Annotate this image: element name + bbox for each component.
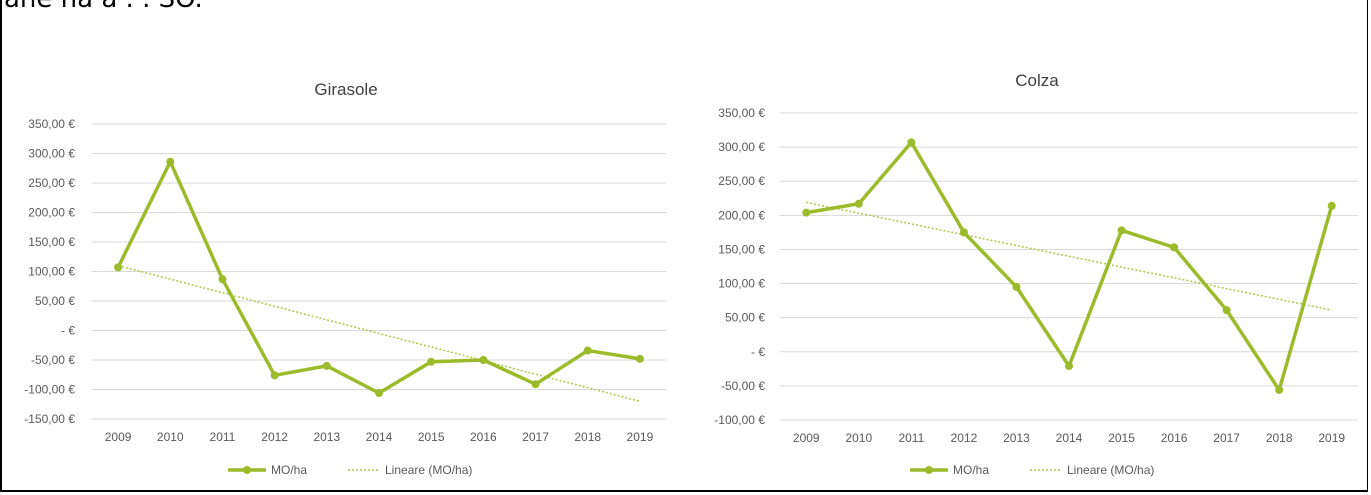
y-tick-label: - € xyxy=(751,345,765,359)
trendline xyxy=(806,201,1332,311)
data-point xyxy=(479,356,488,364)
chart-0: Girasole 350,00 € 300,00 € 250,00 € 200,00 €… xyxy=(24,80,666,477)
x-tick-label: 2012 xyxy=(951,431,978,445)
x-tick-label: 2019 xyxy=(627,430,654,444)
data-point xyxy=(270,371,279,380)
x-tick-label: 2019 xyxy=(1318,431,1345,445)
y-tick-label: -100,00 € xyxy=(714,413,765,427)
y-tick-label: 50,00 € xyxy=(35,294,75,308)
x-tick-label: 2011 xyxy=(898,431,924,445)
trendline xyxy=(117,264,641,403)
data-point xyxy=(114,263,123,272)
data-point xyxy=(166,157,175,166)
data-point xyxy=(1170,243,1179,252)
y-tick-label: 200,00 € xyxy=(28,206,75,220)
data-point xyxy=(1012,282,1021,291)
x-tick-label: 2010 xyxy=(845,431,872,445)
x-tick-label: 2015 xyxy=(1108,431,1135,445)
data-point xyxy=(531,380,540,389)
data-point xyxy=(802,208,811,217)
data-point xyxy=(583,346,592,355)
y-tick-label: 300,00 € xyxy=(28,147,75,161)
x-tick-label: 2016 xyxy=(1161,431,1188,445)
x-tick-label: 2013 xyxy=(1003,431,1030,445)
series-line xyxy=(804,140,1334,392)
x-tick-label: 2016 xyxy=(470,430,497,444)
chart-title: Colza xyxy=(1015,71,1059,90)
data-point xyxy=(1275,385,1284,394)
y-tick-label: 350,00 € xyxy=(718,106,765,120)
x-tick-label: 2014 xyxy=(366,430,393,444)
data-point xyxy=(854,199,863,208)
legend-trend-label: Lineare (MO/ha) xyxy=(1067,463,1154,477)
data-point xyxy=(1327,201,1336,210)
x-tick-label: 2017 xyxy=(522,430,549,444)
data-point xyxy=(218,275,227,284)
y-tick-label: -150,00 € xyxy=(24,412,75,426)
x-tick-label: 2010 xyxy=(157,430,184,444)
x-tick-label: 2018 xyxy=(574,430,601,444)
data-point xyxy=(907,138,916,147)
y-tick-label: 100,00 € xyxy=(28,265,75,279)
data-point xyxy=(1222,306,1231,315)
y-tick-label: 100,00 € xyxy=(718,277,765,291)
data-point xyxy=(322,361,331,370)
y-tick-label: 350,00 € xyxy=(28,117,75,131)
page-heading-fragment: ane ha a . . SO. xyxy=(4,0,203,14)
y-tick-label: -50,00 € xyxy=(721,379,765,393)
legend-trend-label: Lineare (MO/ha) xyxy=(385,463,472,477)
data-point xyxy=(635,354,644,363)
y-tick-label: -50,00 € xyxy=(31,353,75,367)
legend: MO/ha Lineare (MO/ha) xyxy=(910,463,1154,477)
y-tick-label: -100,00 € xyxy=(24,383,75,397)
y-tick-label: 250,00 € xyxy=(28,176,75,190)
y-tick-label: 300,00 € xyxy=(718,140,765,154)
legend: MO/ha Lineare (MO/ha) xyxy=(228,463,472,477)
y-tick-label: 50,00 € xyxy=(725,311,765,325)
x-tick-label: 2014 xyxy=(1056,431,1083,445)
y-tick-label: 150,00 € xyxy=(28,235,75,249)
data-point xyxy=(427,357,436,366)
legend-series-label: MO/ha xyxy=(953,463,989,477)
y-tick-label: 150,00 € xyxy=(718,242,765,256)
x-tick-label: 2009 xyxy=(793,431,820,445)
x-tick-label: 2017 xyxy=(1213,431,1240,445)
series-line xyxy=(116,160,642,395)
chart-title: Girasole xyxy=(314,80,377,99)
x-tick-label: 2012 xyxy=(261,430,288,444)
y-tick-label: - € xyxy=(61,324,75,338)
data-point xyxy=(1117,226,1126,235)
legend-series-marker xyxy=(243,466,251,474)
x-tick-label: 2015 xyxy=(418,430,445,444)
x-tick-label: 2011 xyxy=(210,430,236,444)
legend-series-label: MO/ha xyxy=(271,463,307,477)
legend-series-marker xyxy=(925,466,933,474)
y-tick-label: 200,00 € xyxy=(718,208,765,222)
x-tick-label: 2018 xyxy=(1266,431,1293,445)
x-tick-label: 2013 xyxy=(313,430,340,444)
x-tick-label: 2009 xyxy=(105,430,132,444)
data-point xyxy=(1065,362,1073,371)
y-tick-label: 250,00 € xyxy=(718,174,765,188)
data-point xyxy=(959,228,968,237)
data-point xyxy=(375,389,383,398)
chart-1: Colza 350,00 € 300,00 € 250,00 € 200,00 € 150… xyxy=(714,71,1358,477)
